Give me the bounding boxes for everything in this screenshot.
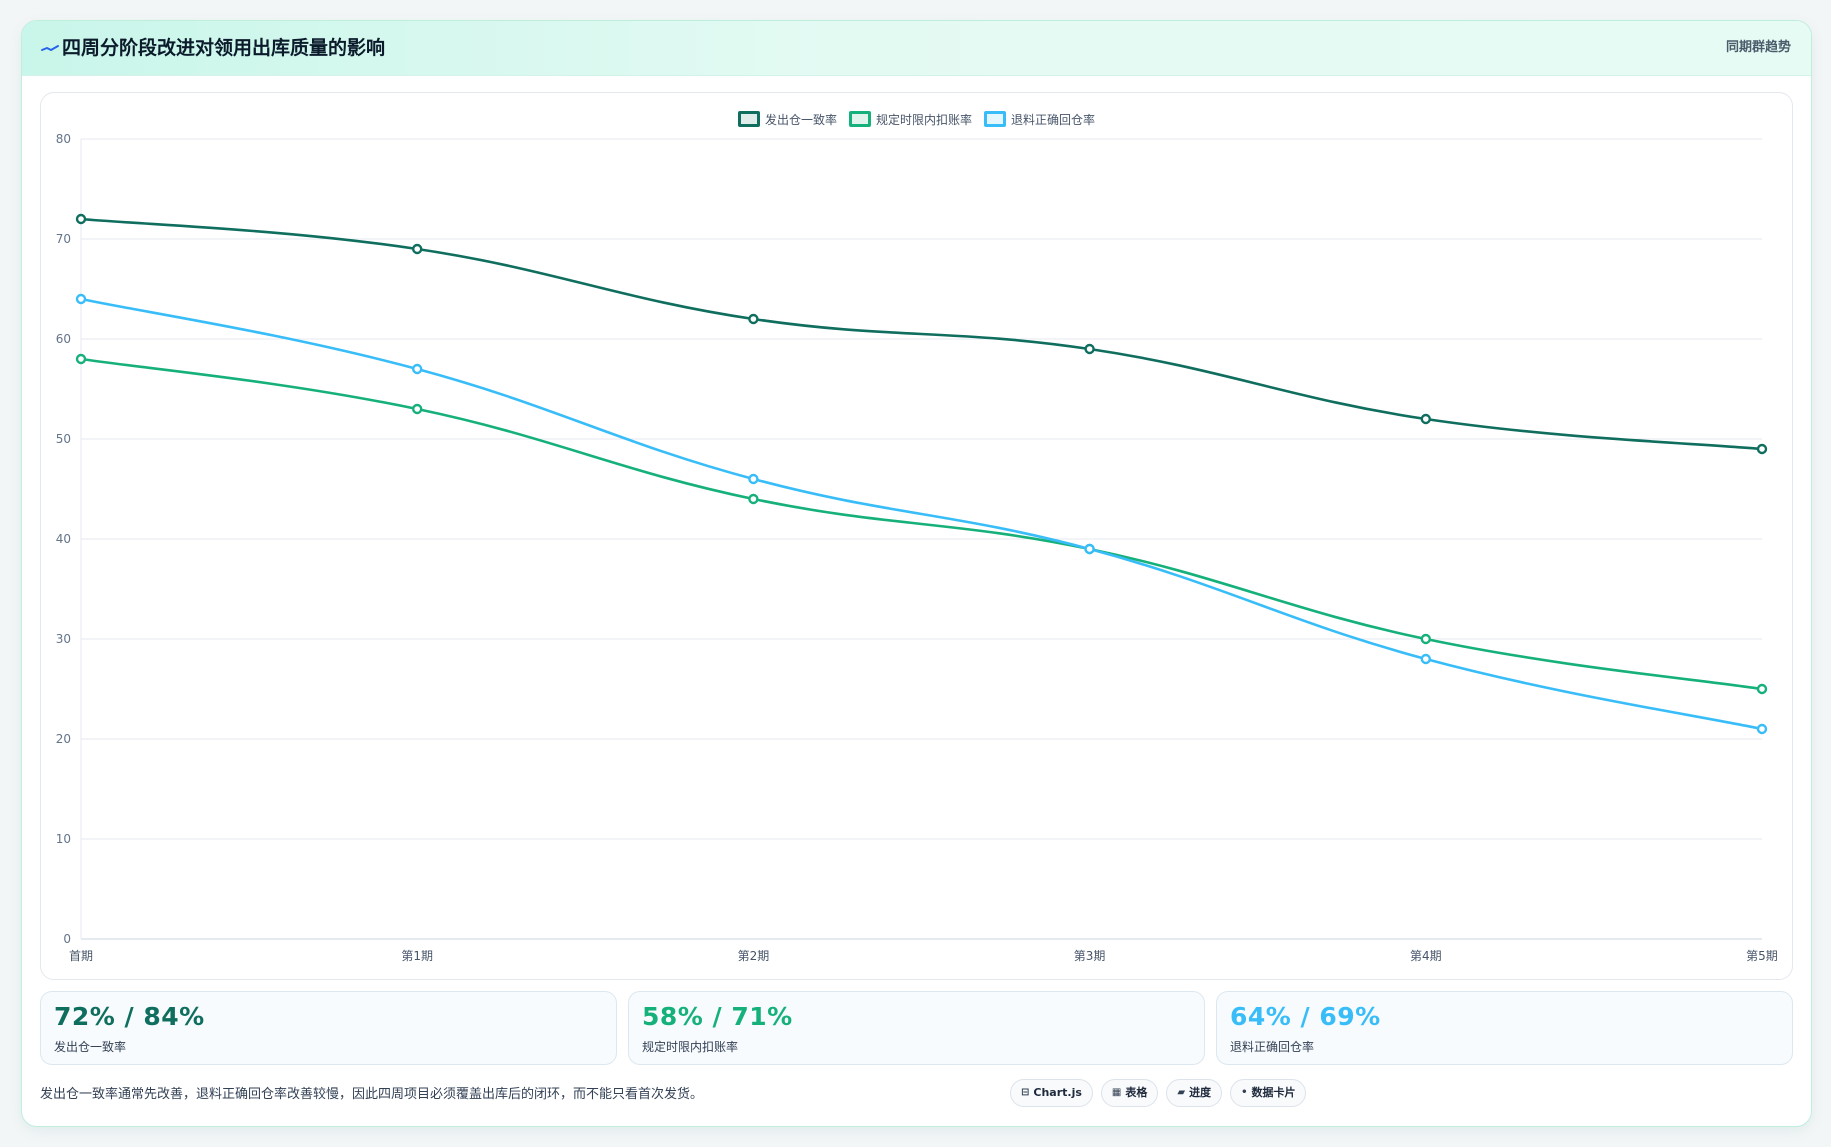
data-point bbox=[1420, 633, 1432, 645]
data-point bbox=[1420, 413, 1432, 425]
card-icon: • bbox=[1241, 1087, 1248, 1098]
chip-label: 表格 bbox=[1125, 1086, 1148, 1099]
data-point bbox=[75, 213, 87, 225]
data-point bbox=[75, 353, 87, 365]
chip-chart[interactable]: ⊟ Chart.js bbox=[1010, 1079, 1093, 1107]
legend-label: 规定时限内扣账率 bbox=[875, 112, 972, 127]
table-icon: ▦ bbox=[1111, 1087, 1122, 1098]
y-tick-label: 60 bbox=[56, 332, 71, 346]
legend-label: 发出仓一致率 bbox=[764, 112, 837, 127]
chart-card: 四周分阶段改进对领用出库质量的影响 同期群趋势 发出仓一致率 规定时限内扣账率 退料… bbox=[21, 20, 1812, 1127]
stat-value: 64% / 69% bbox=[1230, 1002, 1381, 1031]
chip-label: Chart.js bbox=[1033, 1086, 1082, 1099]
y-tick-label: 40 bbox=[56, 532, 71, 546]
data-point bbox=[1756, 723, 1768, 735]
stat-cards: 72% / 84% 发出仓一致率 58% / 71% 规定时限内扣账率 64% / 69… bbox=[40, 991, 1793, 1065]
y-tick-label: 50 bbox=[56, 432, 71, 446]
legend-item[interactable]: 发出仓一致率 bbox=[737, 111, 837, 128]
data-point bbox=[1756, 443, 1768, 455]
data-point bbox=[1420, 653, 1432, 665]
feature-chips: ⊟ Chart.js ▦ 表格 ▰ 进度 • 数据卡片 bbox=[1010, 1079, 1307, 1107]
data-point bbox=[748, 473, 759, 485]
legend-item[interactable]: 规定时限内扣账率 bbox=[848, 111, 972, 128]
legend-swatch bbox=[984, 111, 1006, 127]
stat-card: 64% / 69% 退料正确回仓率 bbox=[1216, 991, 1793, 1065]
y-tick-label: 70 bbox=[56, 232, 71, 246]
series-line-1 bbox=[80, 357, 1763, 691]
stat-card: 58% / 71% 规定时限内扣账率 bbox=[628, 991, 1205, 1065]
chip-label: 进度 bbox=[1189, 1086, 1212, 1099]
chart-icon: ⊟ bbox=[1021, 1087, 1030, 1098]
chip-table[interactable]: ▦ 表格 bbox=[1100, 1079, 1159, 1107]
trend-line-icon bbox=[41, 45, 59, 51]
chip-label: 数据卡片 bbox=[1251, 1086, 1296, 1099]
progress-icon: ▰ bbox=[1177, 1087, 1186, 1098]
data-point bbox=[75, 293, 87, 305]
stat-value: 72% / 84% bbox=[54, 1002, 205, 1031]
data-point bbox=[748, 493, 759, 505]
line-chart: 0 10 20 30 40 50 60 70 80 首期 第1期 第2期 第3期 第4期 第5期 bbox=[56, 132, 1778, 963]
chip-card[interactable]: • 数据卡片 bbox=[1230, 1079, 1307, 1107]
footnote: 发出仓一致率通常先改善，退料正确回仓率改善较慢，因此四周项目必须覆盖出库后的闭环… bbox=[40, 1087, 704, 1102]
y-tick-label: 30 bbox=[56, 632, 71, 646]
data-point bbox=[1084, 343, 1095, 355]
data-point bbox=[412, 243, 423, 255]
x-tick-label: 第1期 bbox=[401, 949, 433, 963]
data-point bbox=[748, 313, 759, 325]
page-title: 四周分阶段改进对领用出库质量的影响 bbox=[62, 37, 386, 59]
legend-swatch bbox=[848, 111, 871, 127]
header-subtitle: 同期群趋势 bbox=[1725, 40, 1791, 55]
stat-label: 发出仓一致率 bbox=[54, 1040, 127, 1054]
y-tick-label: 0 bbox=[63, 932, 71, 946]
stat-card: 72% / 84% 发出仓一致率 bbox=[40, 991, 617, 1065]
chip-progress[interactable]: ▰ 进度 bbox=[1166, 1079, 1223, 1107]
legend-label: 退料正确回仓率 bbox=[1011, 112, 1096, 127]
y-tick-label: 10 bbox=[56, 832, 71, 846]
x-tick-label: 第3期 bbox=[1074, 949, 1106, 963]
series-line-0 bbox=[80, 217, 1763, 451]
series-line-2 bbox=[80, 297, 1763, 731]
x-tick-label: 第5期 bbox=[1746, 949, 1778, 963]
x-tick-label: 第4期 bbox=[1410, 949, 1442, 963]
card-header: 四周分阶段改进对领用出库质量的影响 同期群趋势 bbox=[22, 21, 1811, 76]
data-point bbox=[412, 403, 423, 415]
y-tick-label: 20 bbox=[56, 732, 71, 746]
data-point bbox=[1084, 543, 1095, 555]
legend-item[interactable]: 退料正确回仓率 bbox=[984, 111, 1095, 128]
stat-label: 规定时限内扣账率 bbox=[642, 1040, 739, 1054]
stat-label: 退料正确回仓率 bbox=[1230, 1040, 1315, 1054]
chart-legend: 发出仓一致率 规定时限内扣账率 退料正确回仓率 bbox=[41, 109, 1792, 129]
x-tick-label: 第2期 bbox=[738, 949, 770, 963]
chart-panel: 发出仓一致率 规定时限内扣账率 退料正确回仓率 0 10 20 30 40 50 60 70 80 首… bbox=[40, 92, 1793, 980]
data-point bbox=[412, 363, 423, 375]
legend-swatch bbox=[737, 111, 760, 127]
y-tick-label: 80 bbox=[56, 132, 71, 146]
x-tick-label: 首期 bbox=[69, 949, 93, 963]
stat-value: 58% / 71% bbox=[642, 1002, 793, 1031]
data-point bbox=[1756, 683, 1768, 695]
